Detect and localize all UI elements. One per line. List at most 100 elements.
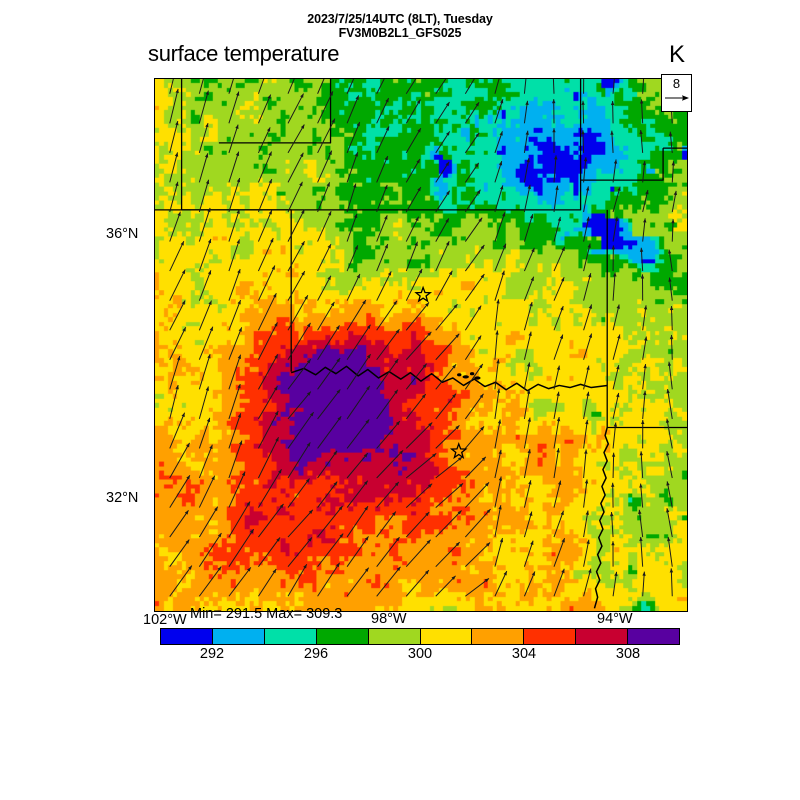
wind-vector-arrow (376, 300, 398, 331)
wind-vector-arrow (228, 471, 246, 508)
wind-vector-arrow (228, 268, 241, 301)
temperature-heatmap-canvas (155, 79, 687, 611)
wind-vector-arrow (553, 510, 564, 538)
wind-vector-arrow (583, 304, 593, 331)
wind-vector-arrow (464, 305, 482, 331)
wind-vector-arrow (198, 386, 209, 420)
wind-vector-arrow (464, 363, 484, 390)
wind-vector-arrow (228, 327, 243, 360)
wind-vector-arrow (376, 271, 392, 301)
wind-vector-arrow (435, 541, 461, 568)
wind-vector-arrow (671, 190, 678, 213)
wind-vector-arrow (583, 273, 592, 301)
wind-vector-arrow (169, 539, 190, 567)
wind-vector-arrow (169, 565, 193, 597)
wind-scale-legend: 8 (661, 74, 692, 112)
wind-vector-arrow (376, 243, 389, 272)
wind-vector-arrow (257, 568, 277, 597)
wind-vector-arrow (405, 127, 422, 154)
wind-vector-arrow (639, 247, 644, 272)
lake-marker (474, 376, 481, 380)
wind-vector-arrow (583, 243, 591, 272)
wind-vector-arrow (667, 249, 673, 272)
colorbar-segment (368, 629, 421, 644)
wind-vector-arrow (317, 150, 333, 183)
wind-vector-arrow (435, 456, 463, 479)
wind-vector-arrow (169, 442, 191, 479)
wind-vector-arrow (198, 153, 209, 183)
wind-vector-arrow (640, 274, 645, 301)
wind-vector-arrow (552, 79, 555, 94)
wind-vector-arrow (257, 410, 279, 449)
wind-vector-arrow (552, 99, 556, 124)
wind-vector-arrow (523, 276, 535, 301)
wind-vector-arrow (523, 301, 533, 331)
wind-vector-arrow (198, 417, 211, 449)
wind-vector-arrow (317, 211, 332, 242)
wind-vector-arrow (257, 437, 279, 479)
wind-vector-arrow (665, 418, 673, 449)
wind-vector-arrow (405, 331, 432, 361)
wind-vector-arrow (317, 275, 332, 301)
wind-vector-arrow (494, 131, 503, 154)
lake-marker (457, 373, 462, 377)
lat-tick-36n: 36°N (106, 226, 139, 242)
colorbar-tick: 304 (511, 646, 537, 662)
wind-vector-arrow (667, 536, 673, 567)
colorbar-segment (628, 629, 680, 644)
wind-vector-arrow (376, 126, 390, 154)
wind-vector-arrow (317, 357, 341, 390)
wind-vector-arrow (523, 449, 531, 479)
wind-vector-arrow (553, 185, 559, 213)
colorbar-tick: 308 (615, 646, 641, 662)
wind-vector-arrow (198, 122, 209, 154)
wind-vector-arrow (435, 510, 462, 538)
wind-vector-arrow (228, 567, 252, 597)
wind-vector-arrow (523, 79, 527, 94)
wind-vector-arrow (638, 509, 644, 538)
wind-vector-arrow (611, 245, 616, 272)
wind-vector-arrow (641, 420, 645, 449)
wind-vector-arrow (198, 566, 222, 597)
wind-vector-arrow (583, 568, 592, 597)
colorbar-segment (212, 629, 265, 644)
wind-vector-arrow (583, 510, 589, 538)
wind-vector-arrow (465, 578, 490, 597)
wind-vector-arrow (376, 389, 399, 420)
wind-vector-arrow (494, 212, 506, 242)
wind-vector-arrow (583, 333, 593, 360)
wind-vector-arrow (228, 239, 240, 272)
station-star-south[interactable] (449, 442, 468, 460)
wind-vector-arrow (464, 426, 485, 449)
wind-vector-arrow (494, 505, 502, 538)
map-plot-area[interactable] (154, 78, 688, 612)
wind-vector-arrow (228, 413, 242, 449)
wind-vector-arrow (317, 533, 344, 567)
wind-vector-arrow (317, 325, 340, 361)
lake-marker (469, 372, 475, 376)
wind-vector-arrow (583, 449, 588, 479)
wind-vector-arrow (405, 186, 422, 213)
wind-vector-arrow (464, 132, 480, 154)
wind-vector-arrow (494, 359, 500, 390)
colorbar-segment (524, 629, 577, 644)
colorbar (160, 628, 680, 645)
wind-vector-arrow (583, 419, 589, 449)
wind-vector-arrow (583, 479, 589, 508)
wind-vector-arrow (198, 179, 210, 213)
colorbar-tick: 292 (199, 646, 225, 662)
wind-vector-arrow (258, 537, 281, 567)
station-star-north[interactable] (414, 285, 433, 303)
wind-vector-arrow (435, 240, 450, 272)
wind-vector-arrow (317, 562, 341, 597)
wind-vector-arrow (610, 130, 614, 153)
wind-vector-arrow (612, 334, 621, 360)
wind-vector-arrow (198, 354, 211, 390)
wind-vector-arrow (376, 97, 390, 124)
wind-vector-arrow (169, 240, 185, 272)
wind-vector-arrow (257, 385, 278, 420)
river-red-river (290, 365, 608, 392)
wind-vector-arrow (583, 157, 588, 183)
wind-vector-arrow (169, 269, 186, 301)
wind-vector-arrow (668, 131, 673, 153)
